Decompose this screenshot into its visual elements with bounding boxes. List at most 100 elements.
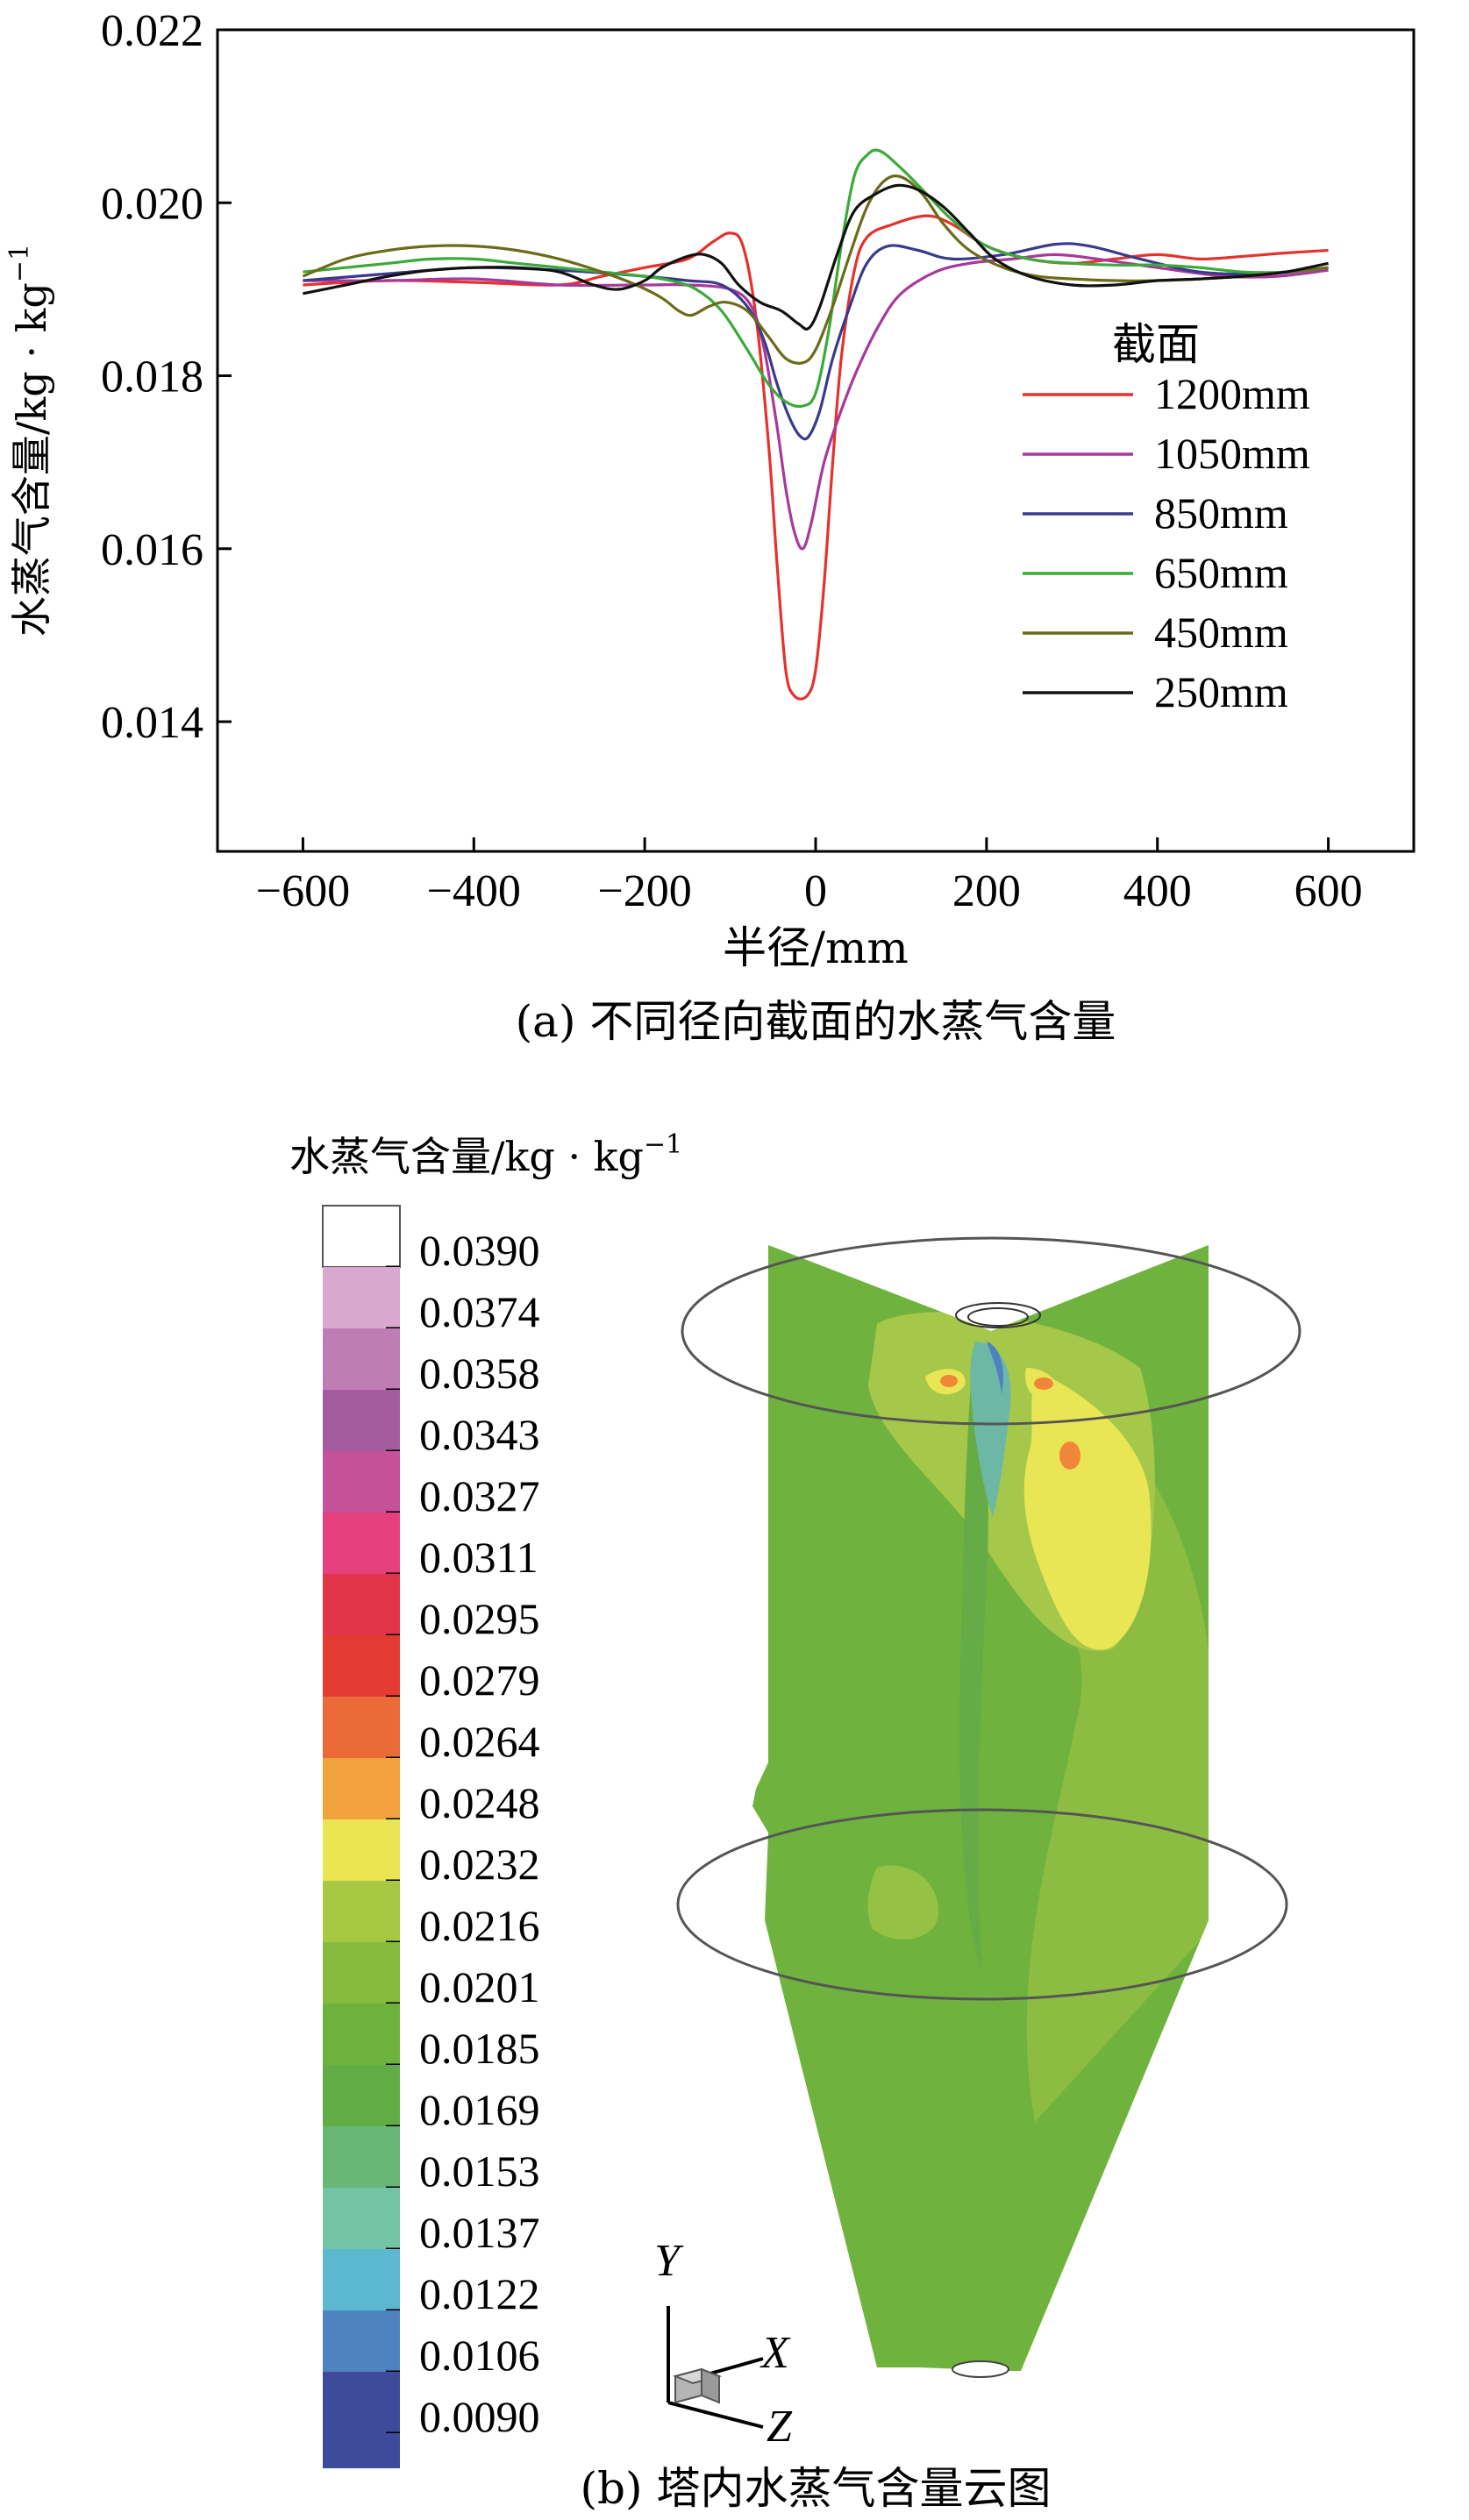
series-lines (302, 148, 1329, 701)
triad-x-label: X (759, 2328, 791, 2378)
lower-cross-section-ring (676, 1808, 1288, 2001)
colorbar: 0.0390 0.0374 0.0358 0.0343 0.0327 0.0311 0.02… (322, 1205, 540, 2468)
colorbar-swatch (323, 2065, 400, 2126)
triad-cube-side (701, 2367, 720, 2404)
upper-cross-section-ring (681, 1236, 1301, 1426)
triad-z-label: Z (767, 2402, 793, 2452)
colorbar-swatch (323, 1758, 400, 1819)
series-line-650mm (303, 148, 1329, 409)
contour-orange-spot-2 (1034, 1377, 1053, 1390)
colorbar-level-label: 0.0122 (419, 2269, 540, 2318)
colorbar-level-label: 0.0090 (419, 2392, 540, 2441)
colorbar-swatch (323, 1328, 400, 1390)
colorbar-level-label: 0.0327 (419, 1471, 540, 1520)
triad-y-label: Y (654, 2236, 684, 2286)
colorbar-level-label: 0.0295 (419, 1594, 540, 1643)
colorbar-level-label: 0.0264 (419, 1717, 540, 1766)
contour-panel: 水蒸气含量/kg · kg−1 0.0390 0.0374 0.0358 0.0343… (289, 1129, 1301, 2514)
y-tick-label: 0.020 (101, 179, 203, 229)
x-tick-label: −200 (597, 866, 691, 916)
series-line-450mm (302, 174, 1329, 365)
x-tick-label: 400 (1123, 866, 1192, 916)
x-axis-ticks: −600 −400 −200 0 200 400 600 (256, 837, 1363, 916)
colorbar-bottom-swatch (323, 2433, 400, 2468)
series-line-250mm (303, 183, 1329, 331)
inlet-nozzle-inner (967, 1307, 1029, 1327)
legend-title: 截面 (1112, 319, 1200, 370)
colorbar-swatch (323, 1513, 400, 1574)
legend-label: 650mm (1154, 548, 1288, 597)
x-axis-title: 半径/mm (723, 922, 909, 973)
legend-label: 1050mm (1154, 429, 1310, 478)
colorbar-level-label: 0.0106 (419, 2331, 540, 2380)
colorbar-level-label: 0.0279 (419, 1655, 540, 1705)
colorbar-swatch (323, 2004, 400, 2065)
colorbar-level-label: 0.0137 (419, 2208, 540, 2257)
colorbar-level-label: 0.0390 (419, 1226, 540, 1275)
y-tick-label: 0.014 (101, 698, 203, 748)
colorbar-level-label: 0.0343 (419, 1410, 540, 1459)
colorbar-level-label: 0.0169 (419, 2085, 540, 2134)
colorbar-swatch (323, 2126, 400, 2188)
legend-label: 1200mm (1154, 369, 1310, 418)
colorbar-title-main: 水蒸气含量/kg · kg (289, 1133, 644, 1180)
contour-lower-pale-patch (867, 1865, 938, 1940)
outlet-bottom (952, 2360, 1009, 2378)
x-tick-label: −400 (427, 866, 521, 916)
y-axis-title: 水蒸气含量/kg · kg−1 (4, 244, 55, 637)
legend-label: 850mm (1154, 488, 1288, 537)
legend-label: 450mm (1154, 608, 1288, 657)
contour-orange-spot-3 (1059, 1442, 1080, 1470)
x-tick-label: 200 (952, 866, 1021, 916)
line-chart-panel: −600 −400 −200 0 200 400 600 0.0140.0160.0180.… (4, 6, 1416, 1047)
colorbar-swatch (323, 2249, 400, 2310)
colorbar-swatch (323, 1390, 400, 1451)
colorbar-level-label: 0.0311 (419, 1533, 538, 1582)
contour-yellow-plume (1023, 1372, 1152, 1650)
series-line-1050mm (303, 253, 1329, 551)
colorbar-swatch (323, 2310, 400, 2372)
triad-z-axis (667, 2401, 764, 2429)
colorbar-swatch (323, 1942, 400, 2004)
colorbar-swatch (323, 2188, 400, 2249)
colorbar-swatch (323, 1267, 400, 1328)
colorbar-level-label: 0.0201 (419, 1962, 540, 2011)
y-tick-label: 0.018 (101, 352, 203, 402)
axis-triad: Y X Z (654, 2236, 793, 2452)
colorbar-swatch (323, 1451, 400, 1513)
colorbar-title: 水蒸气含量/kg · kg−1 (289, 1129, 682, 1180)
x-tick-label: −600 (256, 866, 350, 916)
x-tick-label: 600 (1294, 866, 1363, 916)
inlet-nozzle-outer (955, 1302, 1041, 1328)
colorbar-swatch (323, 1635, 400, 1697)
colorbar-swatch (323, 2372, 400, 2433)
colorbar-level-label: 0.0232 (419, 1840, 540, 1889)
colorbar-swatch (323, 1881, 400, 1942)
colorbar-swatch (323, 1697, 400, 1758)
y-tick-label: 0.022 (101, 6, 203, 56)
contour-central-plume (959, 1350, 988, 1973)
colorbar-title-superscript: −1 (644, 1129, 682, 1160)
y-axis-ticks: 0.014 0.016 0.018 0.020 0.022 (101, 6, 232, 748)
colorbar-level-label: 0.0358 (419, 1349, 540, 1398)
legend: 截面 1200mm 1050mm 850mm 650mm 450mm 250mm (1023, 319, 1310, 716)
colorbar-level-label: 0.0248 (419, 1778, 540, 1827)
colorbar-swatch (323, 1819, 400, 1881)
colorbar-level-label: 0.0153 (419, 2146, 540, 2196)
legend-label: 250mm (1154, 667, 1288, 716)
tower-model (676, 1236, 1301, 2378)
colorbar-level-label: 0.0185 (419, 2024, 540, 2073)
contour-orange-spot-1 (940, 1375, 958, 1387)
colorbar-level-label: 0.0216 (419, 1901, 540, 1950)
y-tick-label: 0.016 (101, 525, 203, 575)
colorbar-swatch (322, 1205, 401, 1268)
colorbar-swatch (323, 1574, 400, 1635)
caption-b: (b) 塔内水蒸气含量云图 (581, 2463, 1052, 2514)
colorbar-level-label: 0.0374 (419, 1287, 540, 1336)
y-axis-title-superscript: −1 (4, 244, 35, 282)
contour-deep-blue-core (987, 1342, 1004, 1394)
x-tick-label: 0 (804, 866, 827, 916)
y-axis-title-main: 水蒸气含量/kg · kg (8, 282, 55, 637)
caption-a: (a) 不同径向截面的水蒸气含量 (516, 996, 1116, 1047)
